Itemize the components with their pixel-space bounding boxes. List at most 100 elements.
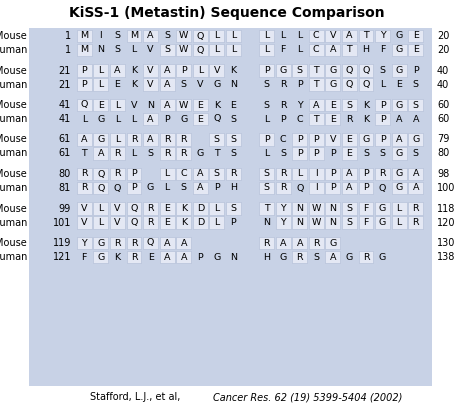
Text: R: R [296,253,303,262]
Text: V: V [114,218,121,227]
Bar [408,30,423,42]
Text: S: S [313,253,319,262]
Text: 41: 41 [59,100,71,110]
Text: N: N [147,100,154,109]
Bar [94,251,109,263]
Bar [160,216,175,229]
Text: M: M [130,31,138,40]
Text: G: G [395,149,403,158]
Text: KiSS-1 (Metastin) Sequence Comparison: KiSS-1 (Metastin) Sequence Comparison [69,6,385,20]
Text: S: S [181,80,187,89]
Text: A: A [197,169,203,179]
Text: V: V [214,66,220,75]
Text: R: R [147,204,154,213]
Text: Q: Q [379,184,386,193]
Text: P: P [380,115,385,124]
Text: P: P [313,135,319,144]
Text: Q: Q [362,80,370,89]
Bar [309,168,324,180]
Text: L: L [231,31,236,40]
Text: P: P [363,169,369,179]
Bar [94,78,109,91]
Text: P: P [131,184,137,193]
Text: G: G [147,184,154,193]
Text: I: I [99,31,102,40]
Bar [226,44,241,56]
Text: C: C [313,46,320,55]
Bar [326,168,340,180]
Text: 61: 61 [59,149,71,158]
Text: C: C [296,115,303,124]
Bar [375,99,390,111]
Text: N: N [263,218,270,227]
Text: G: G [395,184,403,193]
Text: 118: 118 [437,204,454,213]
Text: P: P [181,66,187,75]
Bar [110,237,125,249]
Text: R: R [131,239,137,248]
Bar [193,99,208,111]
Text: G: G [97,239,104,248]
Text: 21: 21 [59,66,71,75]
Bar [127,30,142,42]
Bar [209,202,224,215]
Text: S: S [380,149,385,158]
Text: E: E [231,100,237,109]
Text: Y: Y [297,100,302,109]
Bar [359,216,374,229]
Text: E: E [330,115,336,124]
Text: V: V [81,218,88,227]
Text: L: L [396,218,402,227]
Bar [326,99,340,111]
Text: L: L [297,31,302,40]
Bar [127,133,142,146]
Text: G: G [379,218,386,227]
Text: I: I [315,184,318,193]
Text: N: N [329,204,336,213]
Text: R: R [164,149,170,158]
Bar [176,251,191,263]
Text: E: E [346,135,352,144]
Text: R: R [412,204,419,213]
Bar [226,168,241,180]
Text: P: P [413,66,419,75]
Bar [392,168,407,180]
Text: P: P [297,135,302,144]
Text: A: A [413,184,419,193]
Text: Mouse: Mouse [0,66,27,75]
Bar [342,133,357,146]
Text: Human: Human [0,149,27,158]
Bar [276,216,291,229]
Bar [359,78,374,91]
Bar [309,133,324,146]
Text: T: T [214,149,220,158]
Bar [342,44,357,56]
Text: G: G [329,239,336,248]
Bar [342,99,357,111]
Text: G: G [213,253,221,262]
Text: P: P [380,100,385,109]
Text: 130: 130 [437,238,454,248]
Bar [94,182,109,194]
Text: G: G [395,169,403,179]
Bar [226,133,241,146]
Bar [77,216,92,229]
Text: P: P [214,184,220,193]
Text: P: P [363,184,369,193]
Text: 119: 119 [53,238,71,248]
Text: A: A [330,46,336,55]
Text: K: K [363,115,369,124]
Text: R: R [81,184,88,193]
Bar [94,133,109,146]
Text: Q: Q [346,80,353,89]
Text: Y: Y [280,204,286,213]
Bar [359,202,374,215]
Text: T: T [313,66,319,75]
Text: G: G [412,135,419,144]
Text: R: R [114,239,121,248]
Text: L: L [214,31,219,40]
Text: L: L [82,115,87,124]
Text: Cancer Res. 62 (19) 5399-5404 (2002): Cancer Res. 62 (19) 5399-5404 (2002) [213,392,402,402]
Bar [309,99,324,111]
Text: A: A [164,239,170,248]
